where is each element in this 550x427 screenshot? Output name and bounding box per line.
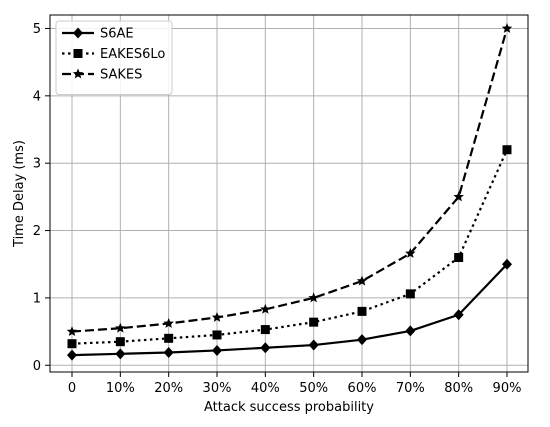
y-tick-label: 2 — [33, 224, 41, 239]
data-point-eakes6lo — [67, 339, 77, 349]
y-tick-label: 3 — [33, 157, 41, 172]
x-tick-label: 80% — [444, 381, 473, 396]
data-point-s6ae — [453, 309, 464, 321]
y-axis-label: Time Delay (ms) — [12, 140, 27, 248]
legend-label-sakes: SAKES — [100, 68, 142, 83]
legend-label-eakes6lo: EAKES6Lo — [100, 47, 165, 62]
legend-marker-s6ae — [73, 27, 83, 39]
x-axis-label: Attack success probability — [204, 400, 374, 415]
data-point-eakes6lo — [212, 330, 222, 340]
y-tick-label: 0 — [33, 359, 41, 374]
y-tick-label: 4 — [33, 89, 41, 104]
series-s6ae — [67, 258, 512, 361]
y-tick-label: 5 — [33, 22, 41, 37]
data-point-s6ae — [67, 349, 77, 361]
x-tick-label: 20% — [154, 381, 183, 396]
y-tick-label: 1 — [33, 291, 41, 306]
data-point-sakes — [405, 247, 416, 258]
data-point-eakes6lo — [260, 325, 270, 335]
data-point-s6ae — [163, 346, 174, 358]
data-point-sakes — [501, 22, 513, 33]
data-point-sakes — [163, 318, 174, 328]
data-point-sakes — [260, 303, 271, 314]
data-point-sakes — [356, 275, 368, 286]
data-point-s6ae — [260, 342, 271, 354]
axis-ticks: 0 10% 20% 30% 40% 50% 60% 70% 80% 90% 0 1 2 3 4 5 — [33, 22, 522, 396]
data-point-s6ae — [212, 344, 222, 356]
series-sakes — [66, 22, 513, 337]
x-tick-label: 30% — [203, 381, 232, 396]
data-point-sakes — [66, 326, 78, 337]
data-point-sakes — [308, 292, 319, 303]
data-point-s6ae — [115, 348, 126, 360]
series-line-s6ae — [71, 263, 508, 357]
data-point-sakes — [211, 311, 223, 322]
data-point-eakes6lo — [454, 252, 464, 262]
data-point-s6ae — [502, 258, 512, 270]
x-tick-label: 0 — [68, 381, 76, 396]
data-point-eakes6lo — [405, 289, 415, 299]
x-tick-label: 50% — [299, 381, 328, 396]
legend-marker-sakes — [72, 68, 84, 79]
data-point-sakes — [115, 322, 126, 333]
x-tick-label: 60% — [348, 381, 377, 396]
data-point-s6ae — [357, 334, 367, 346]
x-tick-label: 90% — [493, 381, 522, 396]
data-point-eakes6lo — [164, 333, 174, 343]
x-tick-label: 10% — [106, 381, 135, 396]
plot-frame — [49, 14, 529, 373]
data-point-eakes6lo — [115, 337, 125, 347]
legend-box — [55, 20, 173, 95]
data-point-s6ae — [405, 325, 416, 337]
series-eakes6lo — [67, 145, 512, 349]
legend-label-s6ae: S6AE — [100, 27, 134, 42]
series-line-sakes — [71, 28, 509, 333]
data-point-eakes6lo — [309, 317, 319, 327]
x-tick-label: 40% — [251, 381, 280, 396]
data-point-s6ae — [308, 339, 319, 351]
series-line-eakes6lo — [71, 149, 509, 345]
data-point-eakes6lo — [357, 306, 367, 316]
data-point-eakes6lo — [502, 145, 512, 155]
legend-marker-eakes6lo — [73, 49, 83, 58]
series-group — [66, 22, 513, 361]
legend: S6AE EAKES6Lo SAKES — [55, 20, 173, 95]
data-point-sakes — [453, 191, 464, 202]
x-tick-label: 70% — [396, 381, 425, 396]
